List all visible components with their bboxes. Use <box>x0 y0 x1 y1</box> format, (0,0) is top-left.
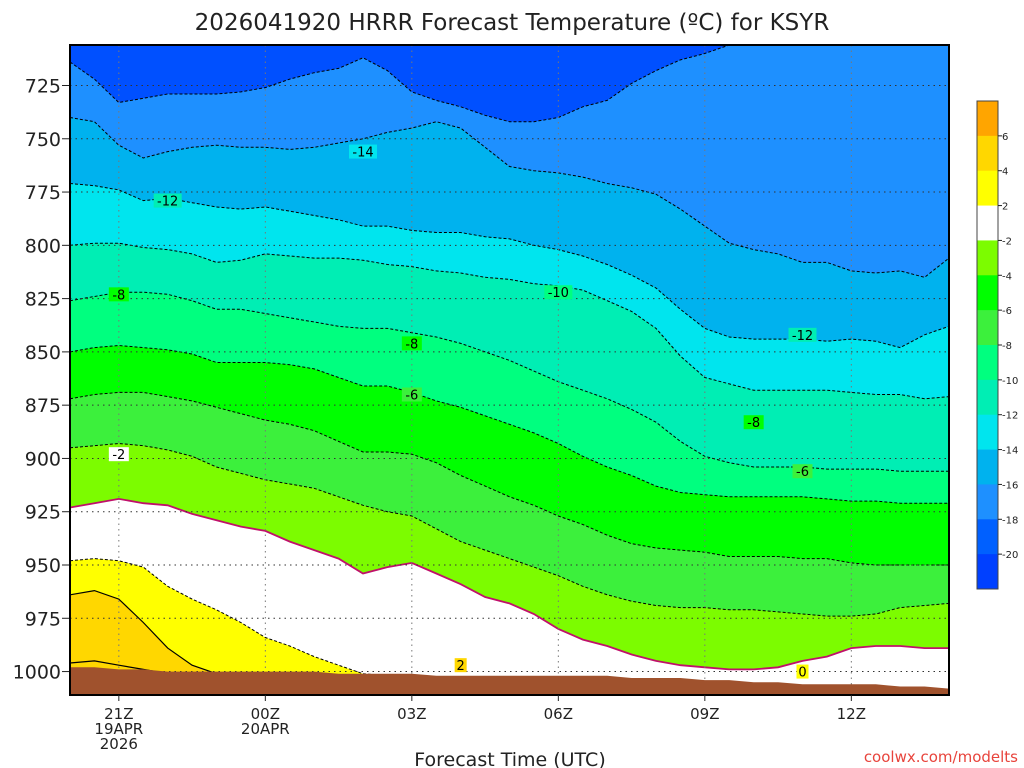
isotherm--8 <box>70 344 949 504</box>
contour-label-bg <box>788 327 817 342</box>
colorbar-label: -8 <box>1002 341 1012 352</box>
y-tick-label: 900 <box>25 448 61 470</box>
y-tick-label: 875 <box>25 395 61 417</box>
x-tick-label: 2026 <box>100 735 138 753</box>
x-tick-label: 06Z <box>544 705 573 723</box>
isotherm--16 <box>70 117 949 278</box>
y-tick-label: 800 <box>25 235 61 257</box>
contour-label: -6 <box>796 465 809 480</box>
colorbar-swatch <box>977 519 998 555</box>
colorbar-label: 2 <box>1002 202 1008 213</box>
x-tick-label: 00Z <box>251 705 280 723</box>
ground-surface <box>70 667 949 695</box>
y-tick-label: 975 <box>25 608 61 630</box>
contour-label: -6 <box>405 389 418 404</box>
contour-label-bg <box>153 193 182 208</box>
contour-labels: -14 -12 -10 -12 -8 -8 -6 -8 -6 -2 2 0 <box>108 144 817 681</box>
y-tick-label: 750 <box>25 129 61 151</box>
contour-label: -14 <box>352 146 373 161</box>
watermark-link[interactable]: coolwx.com/modelts <box>864 748 1018 766</box>
colorbar-label: -20 <box>1002 550 1018 561</box>
contour-label: -2 <box>112 448 125 463</box>
colorbar-swatch <box>977 554 998 590</box>
temperature-colorbar: 6 4 2 -2 -4 -6 -8 -10 -12 -14 -16 -18 -20 <box>976 100 1018 590</box>
colorbar-label: -6 <box>1002 306 1012 317</box>
colorbar-swatch <box>977 379 998 416</box>
colorbar-label: -16 <box>1002 480 1018 491</box>
plot-area <box>70 45 949 695</box>
contour-label-bg <box>349 144 377 159</box>
colorbar-label: 4 <box>1002 167 1008 178</box>
freezing-line <box>70 497 949 671</box>
y-tick-label: 725 <box>25 75 61 97</box>
colorbar-label: -14 <box>1002 446 1018 457</box>
contour-label-bg <box>401 387 422 402</box>
contour-label-bg <box>108 447 129 462</box>
colorbar-swatch <box>977 345 998 381</box>
colorbar-swatch <box>977 135 998 172</box>
x-tick-label: 21Z <box>104 705 133 723</box>
isotherm--18 <box>70 45 949 123</box>
colorbar-swatch <box>977 310 998 346</box>
y-tick-label: 850 <box>25 342 61 364</box>
colorbar-swatch <box>977 275 998 311</box>
y-tick-label: 925 <box>25 502 61 524</box>
isotherm--14 <box>70 183 949 349</box>
x-tick-label: 20APR <box>241 720 290 738</box>
contour-label-bg <box>454 658 467 673</box>
colorbar-swatch <box>977 414 998 451</box>
x-tick-label: 09Z <box>690 705 719 723</box>
x-tick-label: 19APR <box>94 720 143 738</box>
chart-title: 2026041920 HRRR Forecast Temperature (ºC… <box>195 10 830 36</box>
contour-label: 2 <box>457 659 465 674</box>
contour-label: 0 <box>798 666 806 681</box>
contour-label: -12 <box>792 329 813 344</box>
y-tick-label: 1000 <box>13 662 61 684</box>
contour-label-bg <box>544 285 573 300</box>
colorbar-label: -4 <box>1002 271 1012 282</box>
colorbar-label: 6 <box>1002 132 1008 143</box>
band-0 <box>70 558 949 695</box>
contour-label-bg <box>108 287 129 302</box>
contour-label-bg <box>743 415 764 430</box>
temperature-bands <box>70 45 949 695</box>
x-tick-label: 12Z <box>837 705 866 723</box>
contour-label: -8 <box>747 416 760 431</box>
y-axis: 725 750 775 800 825 850 875 900 925 950 975 1000 <box>13 75 69 684</box>
plot-frame <box>69 44 950 696</box>
colorbar-swatch <box>977 170 998 207</box>
contour-label-bg <box>796 664 809 679</box>
contour-label: -10 <box>548 286 569 301</box>
x-axis-label: Forecast Time (UTC) <box>414 749 605 768</box>
contour-label: -8 <box>405 337 418 352</box>
colorbar-swatch <box>977 205 998 241</box>
contour-label-bg <box>401 336 422 351</box>
colorbar-swatch <box>977 101 998 137</box>
isotherm--12 <box>70 242 949 400</box>
colorbar-swatch <box>977 484 998 520</box>
contour-label-bg <box>792 464 813 479</box>
isotherm--6 <box>70 391 949 566</box>
y-tick-label: 950 <box>25 555 61 577</box>
x-tick-label: 03Z <box>397 705 426 723</box>
y-tick-label: 825 <box>25 289 61 311</box>
isotherm--4 <box>70 442 949 617</box>
grid-lines <box>70 45 949 695</box>
colorbar-label: -12 <box>1002 411 1018 422</box>
contour-label: -8 <box>112 288 125 303</box>
colorbar-label: -2 <box>1002 236 1012 247</box>
colorbar-swatch <box>977 449 998 485</box>
colorbar-swatch <box>977 240 998 276</box>
colorbar-label: -18 <box>1002 515 1018 526</box>
contour-label: -12 <box>157 195 178 210</box>
colorbar-label: -10 <box>1002 376 1018 387</box>
y-tick-label: 775 <box>25 182 61 204</box>
